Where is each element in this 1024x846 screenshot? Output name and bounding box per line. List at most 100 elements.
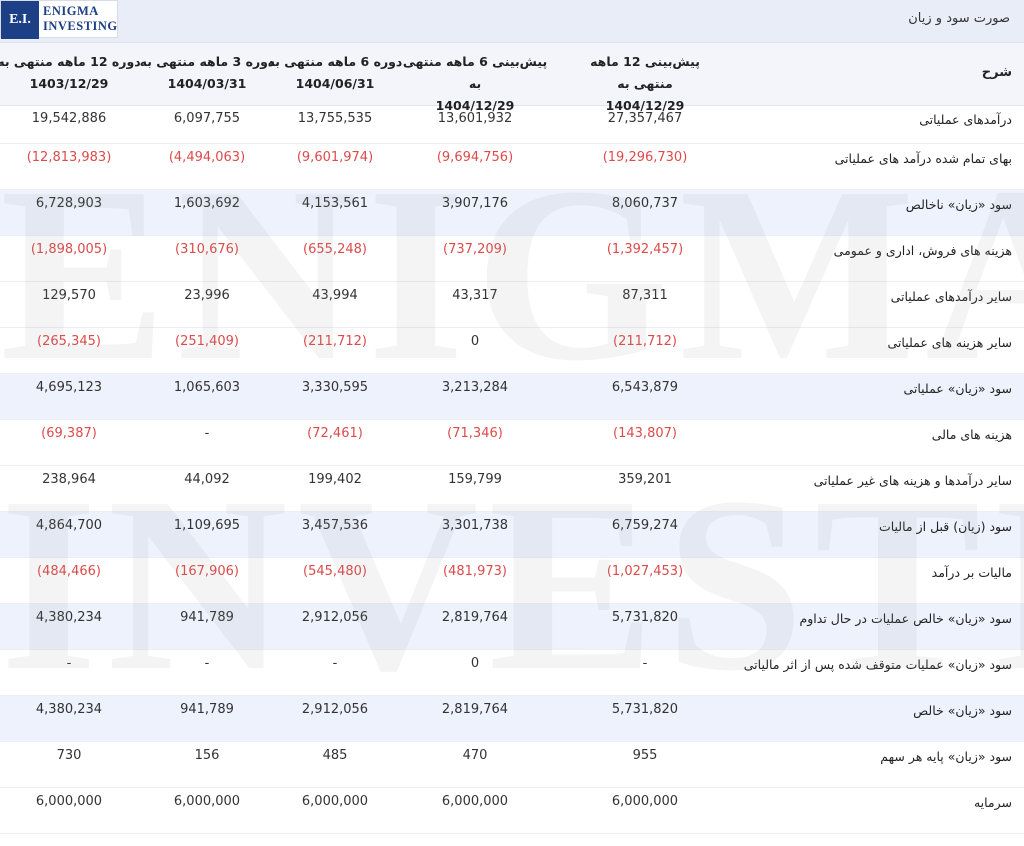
header-col-3-line2: 1404/06/31 <box>295 76 375 91</box>
row-value-col-1: 6,543,879 <box>611 380 679 395</box>
row-value-col-2: 13,601,932 <box>437 111 513 126</box>
table-row: هزینه های فروش، اداری و عمومی (1,392,457)… <box>0 236 1024 282</box>
row-label: هزینه های فروش، اداری و عمومی <box>833 243 1012 258</box>
header-col-1-line2: 1404/12/29 <box>605 98 685 113</box>
row-value-col-4: 1,065,603 <box>173 380 241 395</box>
row-value-col-2: (737,209) <box>443 242 507 257</box>
row-value-col-4: 941,789 <box>180 702 234 717</box>
row-label: مالیات بر درآمد <box>931 565 1012 580</box>
row-value-col-2: 2,819,764 <box>441 702 509 717</box>
row-value-col-3: 2,912,056 <box>301 702 369 717</box>
row-value-col-3: 2,912,056 <box>301 610 369 625</box>
logo[interactable]: E.I. Enigma Investing <box>0 0 118 39</box>
row-label: سود «زیان» عملیاتی <box>903 381 1012 396</box>
top-bar: E.I. Enigma Investing صورت سود و زیان <box>0 0 1024 43</box>
row-value-col-2: (71,346) <box>447 426 503 441</box>
report-title: صورت سود و زیان <box>908 11 1010 26</box>
logo-text: Enigma Investing <box>43 4 118 34</box>
row-value-col-5: 4,864,700 <box>35 518 103 533</box>
row-value-col-2: (481,973) <box>443 564 507 579</box>
row-value-col-2: 3,907,176 <box>441 196 509 211</box>
row-value-col-3: 43,994 <box>312 288 358 303</box>
table-row: سایر درآمدهای عملیاتی 87,311 43,317 43,994 2… <box>0 282 1024 328</box>
row-value-col-1: (1,027,453) <box>606 564 684 579</box>
row-value-col-5: 4,380,234 <box>35 702 103 717</box>
table-row: سود «زیان» پایه هر سهم 955 470 485 156 730 <box>0 742 1024 788</box>
header-col-2-line1: پیش‌بینی 6 ماهه منتهی به <box>402 54 548 91</box>
row-value-col-1: 5,731,820 <box>611 610 679 625</box>
row-label: سرمایه <box>973 795 1012 810</box>
row-value-col-3: (655,248) <box>303 242 367 257</box>
header-col-5: دوره 12 ماهه منتهی به 1403/12/29 <box>0 51 144 95</box>
row-value-col-2: 6,000,000 <box>441 794 509 809</box>
header-col-4: دوره 3 ماهه منتهی به 1404/03/31 <box>132 51 282 95</box>
header-description: شرح <box>981 65 1012 80</box>
table-row: سود (زیان) قبل از مالیات 6,759,274 3,301,7… <box>0 512 1024 558</box>
row-value-col-1: (143,807) <box>613 426 677 441</box>
table-row: سود «زیان» ناخالص 8,060,737 3,907,176 4,153… <box>0 190 1024 236</box>
row-label: سایر درآمدهای عملیاتی <box>890 289 1012 304</box>
row-value-col-4: - <box>204 426 210 441</box>
row-value-col-3: 4,153,561 <box>301 196 369 211</box>
table-row: سایر هزینه های عملیاتی (211,712) 0 (211,712… <box>0 328 1024 374</box>
row-value-col-2: 0 <box>470 656 480 671</box>
header-col-2: پیش‌بینی 6 ماهه منتهی به 1404/12/29 <box>400 51 550 117</box>
row-value-col-4: 156 <box>194 748 220 763</box>
row-value-col-2: 470 <box>462 748 488 763</box>
row-label: سود «زیان» عملیات متوقف شده پس از اثر ما… <box>743 657 1012 672</box>
row-value-col-5: 4,380,234 <box>35 610 103 625</box>
table-row: هزینه های مالی (143,807) (71,346) (72,461) -… <box>0 420 1024 466</box>
row-label: سود (زیان) قبل از مالیات <box>878 519 1012 534</box>
logo-line-1: Enigma <box>43 4 99 18</box>
row-label: هزینه های مالی <box>931 427 1012 442</box>
row-value-col-4: (310,676) <box>175 242 239 257</box>
row-value-col-5: (1,898,005) <box>30 242 108 257</box>
row-label: بهای تمام شده درآمد های عملیاتی <box>834 151 1012 166</box>
table-row: سود «زیان» عملیاتی 6,543,879 3,213,284 3,33… <box>0 374 1024 420</box>
row-value-col-1: 27,357,467 <box>607 111 683 126</box>
row-value-col-2: 3,301,738 <box>441 518 509 533</box>
row-value-col-2: 2,819,764 <box>441 610 509 625</box>
logo-mark: E.I. <box>1 1 39 39</box>
row-label: سود «زیان» پایه هر سهم <box>880 749 1012 764</box>
row-value-col-3: 13,755,535 <box>297 111 373 126</box>
row-value-col-1: 87,311 <box>622 288 668 303</box>
row-label: سایر هزینه های عملیاتی <box>887 335 1012 350</box>
table-row: سود «زیان» خالص 5,731,820 2,819,764 2,912,0… <box>0 696 1024 742</box>
row-value-col-3: 3,330,595 <box>301 380 369 395</box>
row-label: سود «زیان» خالص عملیات در حال تداوم <box>799 611 1012 626</box>
row-value-col-3: (9,601,974) <box>296 150 374 165</box>
row-value-col-5: 730 <box>56 748 82 763</box>
row-value-col-3: 485 <box>322 748 348 763</box>
row-value-col-3: 3,457,536 <box>301 518 369 533</box>
row-value-col-4: (4,494,063) <box>168 150 246 165</box>
row-value-col-5: (69,387) <box>41 426 97 441</box>
row-value-col-3: (545,480) <box>303 564 367 579</box>
row-value-col-5: (12,813,983) <box>26 150 112 165</box>
row-value-col-1: 5,731,820 <box>611 702 679 717</box>
row-label: سود «زیان» خالص <box>913 703 1012 718</box>
row-value-col-5: (484,466) <box>37 564 101 579</box>
table-row: مالیات بر درآمد (1,027,453) (481,973) (545,… <box>0 558 1024 604</box>
header-col-5-line1: دوره 12 ماهه منتهی به <box>0 54 141 69</box>
row-value-col-1: 6,000,000 <box>611 794 679 809</box>
row-value-col-3: (211,712) <box>303 334 367 349</box>
row-value-col-2: 159,799 <box>448 472 502 487</box>
row-value-col-3: (72,461) <box>307 426 363 441</box>
row-value-col-4: (251,409) <box>175 334 239 349</box>
row-value-col-4: 6,000,000 <box>173 794 241 809</box>
row-value-col-3: - <box>332 656 338 671</box>
row-value-col-1: 8,060,737 <box>611 196 679 211</box>
header-col-5-line2: 1403/12/29 <box>29 76 109 91</box>
row-value-col-4: 941,789 <box>180 610 234 625</box>
row-value-col-2: (9,694,756) <box>436 150 514 165</box>
row-value-col-5: 6,728,903 <box>35 196 103 211</box>
row-value-col-1: (19,296,730) <box>602 150 688 165</box>
row-value-col-4: 44,092 <box>184 472 230 487</box>
row-value-col-1: 359,201 <box>618 472 672 487</box>
table-row: درآمدهای عملیاتی 27,357,467 13,601,932 13,7… <box>0 106 1024 144</box>
row-value-col-4: - <box>204 656 210 671</box>
header-col-2-line2: 1404/12/29 <box>435 98 515 113</box>
header-col-3-line1: دوره 6 ماهه منتهی به <box>267 54 403 69</box>
row-value-col-4: 23,996 <box>184 288 230 303</box>
